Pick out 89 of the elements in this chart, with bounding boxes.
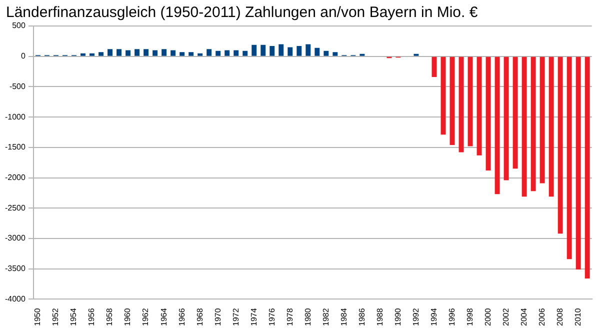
x-tick-label: 1950 bbox=[33, 308, 42, 326]
bar bbox=[98, 52, 104, 56]
bar bbox=[144, 49, 149, 56]
bar bbox=[450, 56, 455, 145]
bar bbox=[566, 56, 572, 260]
bar bbox=[288, 47, 293, 56]
bar bbox=[270, 46, 275, 56]
bar bbox=[314, 48, 320, 56]
bar bbox=[242, 50, 248, 56]
bar bbox=[224, 50, 230, 56]
bar bbox=[558, 56, 563, 234]
bar bbox=[296, 46, 302, 56]
x-tick-label: 1996 bbox=[447, 308, 456, 326]
bar bbox=[576, 56, 581, 270]
x-tick-label: 1974 bbox=[249, 308, 258, 326]
bar bbox=[458, 56, 464, 152]
x-tick-label: 1992 bbox=[411, 308, 420, 326]
bar bbox=[80, 53, 86, 56]
bar bbox=[512, 56, 518, 169]
x-tick-label: 1988 bbox=[375, 308, 384, 326]
bar bbox=[548, 56, 554, 197]
y-tick-label: -500 bbox=[9, 82, 26, 91]
chart-title: Länderfinanzausgleich (1950-2011) Zahlungen an/von Bayern in Mio. € bbox=[6, 4, 478, 21]
bar bbox=[540, 56, 545, 184]
y-tick-label: -2500 bbox=[4, 203, 26, 212]
x-tick-label: 1962 bbox=[141, 308, 150, 326]
x-tick-label: 1966 bbox=[177, 308, 186, 326]
x-tick-label: 2008 bbox=[556, 308, 565, 326]
x-tick-label: 1978 bbox=[285, 308, 294, 326]
bar bbox=[134, 49, 140, 56]
x-tick-label: 1958 bbox=[105, 308, 114, 326]
bar bbox=[116, 49, 122, 56]
bar bbox=[126, 50, 130, 56]
bar bbox=[324, 50, 329, 56]
x-tick-label: 1982 bbox=[321, 308, 330, 326]
bar bbox=[486, 56, 491, 170]
y-tick-label: -1500 bbox=[4, 142, 26, 152]
bar bbox=[522, 56, 527, 197]
y-tick-label: 0 bbox=[21, 52, 26, 61]
x-tick-label: 1998 bbox=[465, 308, 474, 326]
bar bbox=[260, 44, 266, 56]
bar bbox=[504, 56, 509, 180]
bar bbox=[440, 56, 446, 135]
bar bbox=[530, 56, 536, 192]
x-tick-label: 1952 bbox=[51, 308, 60, 326]
x-tick-label: 1986 bbox=[357, 308, 366, 326]
x-tick-label: 1970 bbox=[213, 308, 222, 326]
bar bbox=[216, 50, 221, 56]
x-tick-label: 1954 bbox=[69, 308, 78, 326]
bar bbox=[234, 50, 239, 56]
bar bbox=[170, 50, 176, 56]
x-tick-label: 2000 bbox=[483, 308, 492, 326]
bar bbox=[206, 49, 212, 56]
x-tick-label: 2006 bbox=[538, 308, 547, 326]
y-tick-label: 500 bbox=[12, 21, 26, 30]
bar bbox=[278, 44, 284, 56]
x-tick-label: 1984 bbox=[339, 308, 348, 326]
x-tick-label: 1956 bbox=[87, 308, 96, 326]
x-tick-label: 2004 bbox=[519, 308, 528, 326]
x-tick-label: 1972 bbox=[231, 308, 240, 326]
bar bbox=[90, 53, 94, 56]
bar bbox=[468, 56, 473, 146]
y-tick-label: -1000 bbox=[4, 112, 26, 122]
bar bbox=[188, 52, 194, 56]
y-tick-label: -4000 bbox=[4, 294, 26, 304]
x-tick-label: 1990 bbox=[393, 308, 402, 326]
bar bbox=[332, 52, 338, 56]
bar bbox=[494, 56, 500, 194]
y-tick-label: -3000 bbox=[4, 234, 26, 243]
x-tick-label: 2010 bbox=[574, 308, 583, 326]
bar bbox=[476, 56, 482, 156]
bar bbox=[584, 56, 590, 279]
x-tick-label: 1968 bbox=[195, 308, 204, 326]
y-tick-label: -2000 bbox=[4, 172, 26, 182]
bar bbox=[198, 53, 203, 56]
x-tick-label: 1960 bbox=[123, 308, 132, 326]
x-tick-label: 2002 bbox=[501, 308, 510, 326]
bar bbox=[108, 49, 112, 56]
y-tick-label: -3500 bbox=[4, 264, 26, 274]
x-tick-label: 1994 bbox=[429, 308, 438, 326]
bar bbox=[152, 50, 158, 56]
bar bbox=[306, 44, 311, 56]
bar bbox=[432, 56, 437, 77]
x-tick-label: 1976 bbox=[267, 308, 276, 326]
x-tick-label: 1980 bbox=[303, 308, 312, 326]
bar bbox=[162, 49, 167, 56]
x-tick-label: 1964 bbox=[159, 308, 168, 326]
bar bbox=[180, 52, 185, 56]
bar bbox=[252, 44, 257, 56]
